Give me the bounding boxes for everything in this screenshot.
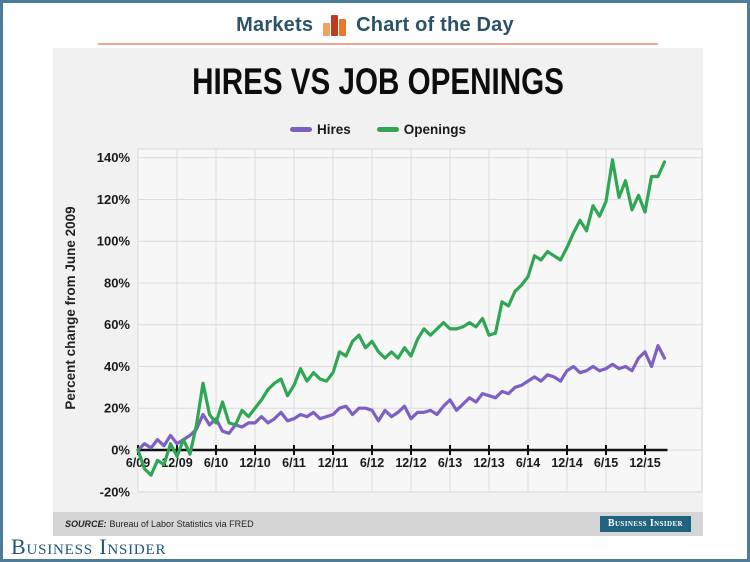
chart-legend: Hires Openings: [53, 122, 703, 137]
x-tick-label: 6/15: [594, 456, 618, 470]
x-tick-label: 12/12: [395, 456, 426, 470]
business-insider-logo: Business Insider: [11, 534, 167, 559]
y-axis-title: Percent change from June 2009: [63, 206, 78, 409]
x-tick-label: 12/11: [318, 456, 349, 470]
hires-line: [136, 344, 667, 452]
header: Markets Chart of the Day: [3, 9, 747, 41]
y-tick-label: 60%: [104, 317, 130, 332]
y-tick-label: 40%: [104, 359, 130, 374]
openings-line-swatch: [376, 127, 399, 132]
header-markets-label: Markets: [236, 13, 314, 36]
plot-area: [137, 148, 703, 493]
x-tick-label: 6/11: [282, 456, 306, 470]
legend-label-hires: Hires: [316, 122, 351, 137]
header-chart-of-day-label: Chart of the Day: [356, 13, 514, 36]
legend-item-openings: Openings: [376, 122, 467, 137]
y-tick-label: -20%: [100, 484, 131, 499]
x-tick-label: 6/10: [204, 456, 228, 470]
x-tick-label: 6/13: [438, 456, 462, 470]
y-tick-label: 20%: [104, 401, 130, 416]
source-text: SOURCE: Bureau of Labor Statistics via FR…: [65, 519, 254, 529]
x-tick-label: 12/10: [239, 456, 270, 470]
hires-line-swatch: [289, 127, 312, 132]
x-tick-label: 6/12: [360, 456, 384, 470]
x-tick-label: 6/09: [126, 456, 150, 470]
x-tick-label: 12/13: [473, 456, 504, 470]
legend-label-openings: Openings: [403, 122, 467, 137]
bar-chart-icon: [323, 14, 347, 36]
y-tick-label: 100%: [97, 234, 131, 249]
business-insider-badge: Business Insider: [599, 516, 691, 532]
source-label: SOURCE:: [65, 519, 107, 529]
x-tick-label: 12/09: [161, 456, 192, 470]
header-underline: [98, 43, 658, 45]
y-tick-label: 120%: [97, 192, 131, 207]
source-bar: SOURCE: Bureau of Labor Statistics via FR…: [53, 512, 703, 536]
y-tick-label: 80%: [104, 275, 130, 290]
chart-title: HIRES VS JOB OPENINGS: [192, 61, 564, 102]
openings-line: [136, 158, 667, 477]
x-tick-label: 12/15: [629, 456, 660, 470]
chart-card: HIRES VS JOB OPENINGS Hires Openings 140…: [53, 48, 703, 536]
chart-plot: 140% 120% 100% 80% 60% 40% 20% 0% -20% 6/09 12/09 6…: [63, 148, 703, 499]
x-tick-label: 6/14: [516, 456, 540, 470]
y-tick-label: 140%: [97, 150, 131, 165]
source-value: Bureau of Labor Statistics via FRED: [109, 519, 254, 529]
y-tick-label: 0%: [111, 443, 130, 458]
x-tick-label: 12/14: [551, 456, 582, 470]
legend-item-hires: Hires: [289, 122, 351, 137]
